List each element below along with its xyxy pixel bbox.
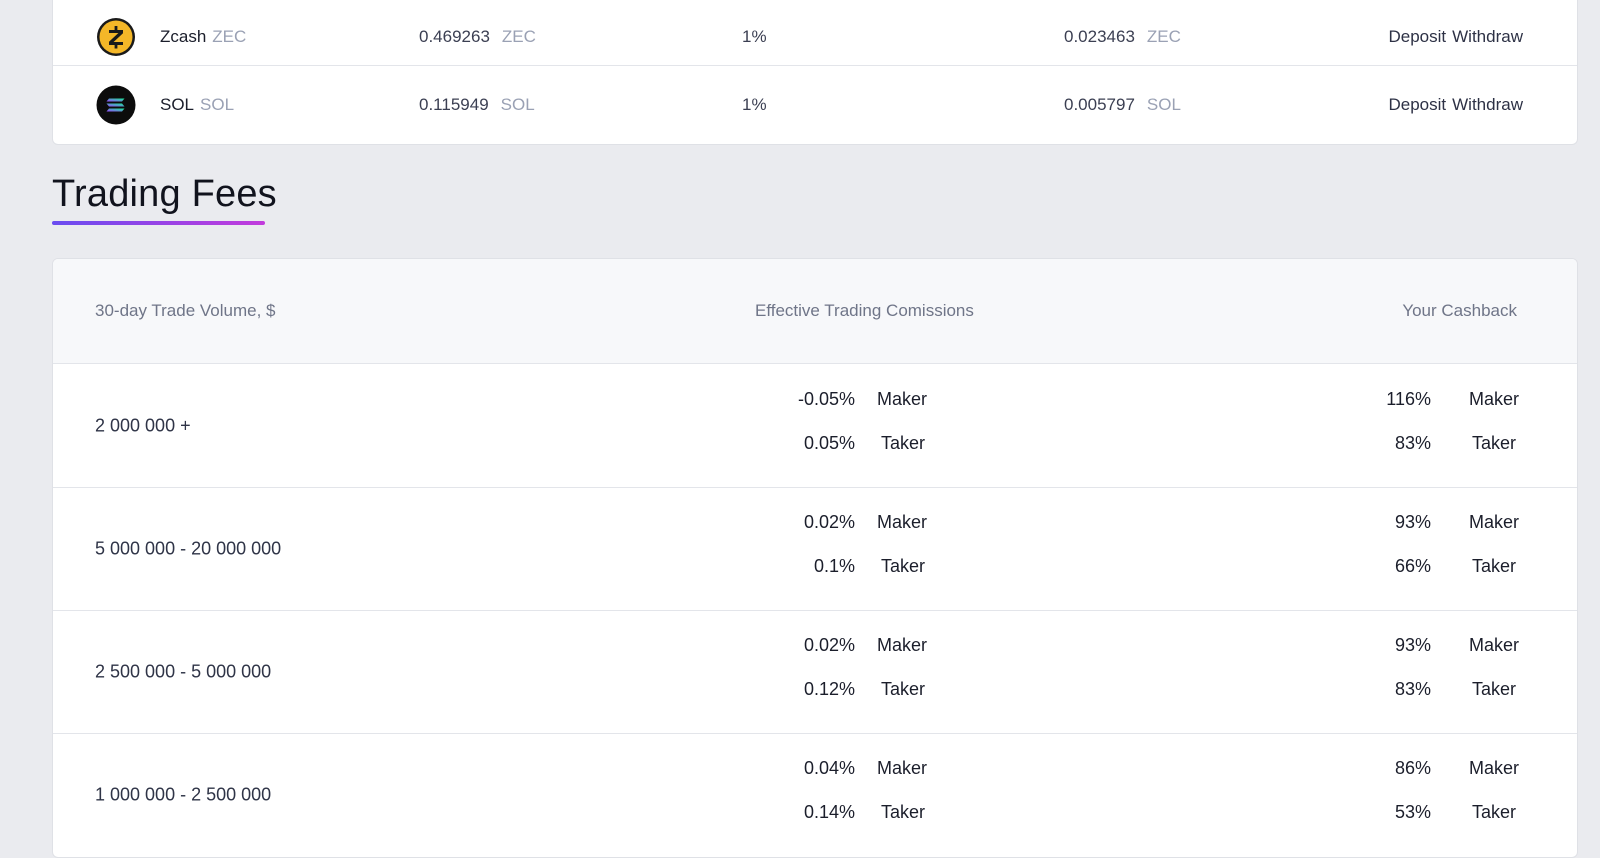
header-cashback: Your Cashback bbox=[1402, 301, 1517, 320]
deposit-link[interactable]: Deposit bbox=[1388, 27, 1447, 46]
maker-fee: -0.05% bbox=[797, 389, 855, 409]
volume-cell: 1 000 000 - 2 500 000 bbox=[95, 784, 272, 804]
volume-cell: 5 000 000 - 20 000 000 bbox=[95, 538, 282, 558]
coin-balance: 0.115949 SOL bbox=[419, 95, 535, 114]
coin-row-zcash: Zcash ZEC 0.469263 ZEC 1% 0.023463 ZEC Depo… bbox=[53, 0, 1577, 76]
taker-label: Taker bbox=[881, 679, 926, 699]
maker-cb-label: Maker bbox=[1469, 389, 1520, 409]
withdraw-link[interactable]: Withdraw bbox=[1452, 27, 1523, 46]
taker-fee: 0.12% bbox=[803, 679, 855, 699]
maker-cb-label: Maker bbox=[1469, 758, 1520, 778]
taker-cashback: 83% bbox=[1394, 433, 1431, 453]
maker-cashback: 93% bbox=[1394, 635, 1431, 655]
coin-name: SOL SOL bbox=[160, 95, 235, 114]
volume-cell: 2 000 000 + bbox=[95, 415, 191, 435]
coin-name: Zcash ZEC bbox=[160, 27, 247, 46]
zcash-icon bbox=[97, 18, 135, 56]
maker-cb-label: Maker bbox=[1469, 635, 1520, 655]
solana-icon bbox=[96, 85, 136, 125]
coin-actions: Deposit Withdraw bbox=[1389, 27, 1524, 47]
taker-fee: 0.05% bbox=[803, 433, 855, 453]
title-underline bbox=[52, 221, 265, 225]
maker-fee: 0.04% bbox=[803, 758, 855, 778]
maker-cashback: 116% bbox=[1386, 389, 1431, 409]
maker-label: Maker bbox=[877, 512, 928, 532]
taker-fee: 0.14% bbox=[803, 802, 855, 822]
coin-fee: 1% bbox=[742, 27, 767, 46]
header-volume: 30-day Trade Volume, $ bbox=[95, 301, 276, 320]
coin-row-sol: SOL SOL 0.115949 SOL 1% 0.005797 SOL Deposi… bbox=[53, 65, 1577, 144]
coin-balance: 0.469263 ZEC bbox=[419, 27, 536, 46]
table-row: 2 500 000 - 5 000 000 0.02% Maker 0.12% … bbox=[53, 610, 1577, 734]
table-row: 5 000 000 - 20 000 000 0.02% Maker 0.1% … bbox=[53, 487, 1577, 611]
coin-fee: 1% bbox=[742, 95, 767, 114]
volume-cell: 2 500 000 - 5 000 000 bbox=[95, 661, 272, 681]
maker-fee: 0.02% bbox=[803, 512, 855, 532]
maker-cashback: 86% bbox=[1394, 758, 1431, 778]
maker-label: Maker bbox=[877, 635, 928, 655]
taker-cashback: 53% bbox=[1394, 802, 1431, 822]
maker-label: Maker bbox=[877, 758, 928, 778]
maker-cb-label: Maker bbox=[1469, 512, 1520, 532]
maker-label: Maker bbox=[877, 389, 928, 409]
taker-cb-label: Taker bbox=[1472, 556, 1517, 576]
deposit-link[interactable]: Deposit bbox=[1388, 95, 1447, 114]
taker-cb-label: Taker bbox=[1472, 679, 1517, 699]
taker-label: Taker bbox=[881, 433, 926, 453]
maker-cashback: 93% bbox=[1394, 512, 1431, 532]
table-row: 1 000 000 - 2 500 000 0.04% Maker 0.14% … bbox=[53, 733, 1577, 856]
table-row: 2 000 000 + -0.05% Maker 0.05% Taker 116… bbox=[53, 364, 1577, 488]
header-commissions: Effective Trading Comissions bbox=[755, 301, 974, 320]
taker-fee: 0.1% bbox=[813, 556, 855, 576]
taker-cashback: 83% bbox=[1394, 679, 1431, 699]
table-header: 30-day Trade Volume, $ Effective Trading… bbox=[53, 259, 1577, 364]
trading-fees-table: 30-day Trade Volume, $ Effective Trading… bbox=[52, 258, 1578, 858]
taker-cb-label: Taker bbox=[1472, 433, 1517, 453]
section-title: Trading Fees bbox=[52, 173, 277, 215]
coin-actions: Deposit Withdraw bbox=[1389, 95, 1524, 115]
taker-label: Taker bbox=[881, 802, 926, 822]
coin-min: 0.005797 SOL bbox=[1064, 95, 1181, 114]
taker-cashback: 66% bbox=[1394, 556, 1431, 576]
withdraw-link[interactable]: Withdraw bbox=[1452, 95, 1523, 114]
coin-min: 0.023463 ZEC bbox=[1064, 27, 1181, 46]
maker-fee: 0.02% bbox=[803, 635, 855, 655]
coins-table: Zcash ZEC 0.469263 ZEC 1% 0.023463 ZEC Depo… bbox=[52, 0, 1578, 145]
taker-label: Taker bbox=[881, 556, 926, 576]
taker-cb-label: Taker bbox=[1472, 802, 1517, 822]
